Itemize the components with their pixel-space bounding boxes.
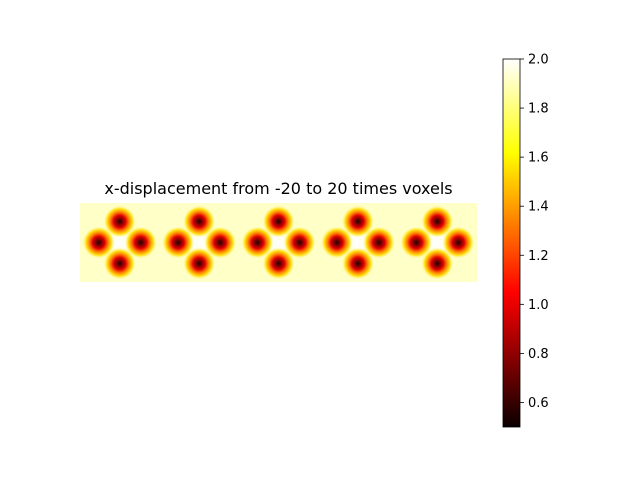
- heatmap-blob: [341, 247, 374, 280]
- colorbar-gradient: [502, 58, 521, 428]
- heatmap-blob: [103, 247, 136, 280]
- heatmap-blob: [442, 226, 475, 259]
- heatmap-blob: [283, 226, 316, 259]
- heatmap-blob: [241, 226, 274, 259]
- heatmap-panel: [320, 205, 395, 280]
- heatmap-blob: [103, 205, 136, 238]
- heatmap-blob: [341, 205, 374, 238]
- colorbar-tick-label: 1.0: [528, 298, 549, 313]
- heatmap-blob: [400, 226, 433, 259]
- heatmap-blob: [421, 205, 454, 238]
- heatmap-panel: [241, 205, 316, 280]
- chart-title: x-displacement from -20 to 20 times voxe…: [104, 179, 452, 198]
- heatmap-blob: [262, 205, 295, 238]
- colorbar-tick-label: 0.8: [528, 347, 549, 362]
- heatmap-blob: [362, 226, 395, 259]
- heatmap-blob: [262, 247, 295, 280]
- colorbar-tick-label: 1.2: [528, 249, 549, 264]
- heatmap-blob: [183, 205, 216, 238]
- colorbar: 0.6 0.8 1.0 1.2 1.4 1.6 1.8 2.0: [502, 53, 549, 428]
- heatmap-blob: [183, 247, 216, 280]
- colorbar-tick-label: 1.4: [528, 200, 549, 215]
- colorbar-ticks: 0.6 0.8 1.0 1.2 1.4 1.6 1.8 2.0: [520, 53, 549, 411]
- heatmap-panel: [82, 205, 157, 280]
- heatmap-image: [80, 203, 477, 282]
- colorbar-tick-label: 0.6: [528, 396, 549, 411]
- heatmap-panel: [162, 205, 237, 280]
- heatmap-blob: [82, 226, 115, 259]
- colorbar-tick-label: 1.8: [528, 102, 549, 117]
- heatmap-blob: [204, 226, 237, 259]
- heatmap-blob: [421, 247, 454, 280]
- heatmap-blob: [320, 226, 353, 259]
- heatmap-panel: [400, 205, 475, 280]
- colorbar-tick-label: 2.0: [528, 53, 549, 68]
- heatmap-blob: [162, 226, 195, 259]
- heatmap-blob: [124, 226, 157, 259]
- colorbar-tick-label: 1.6: [528, 151, 549, 166]
